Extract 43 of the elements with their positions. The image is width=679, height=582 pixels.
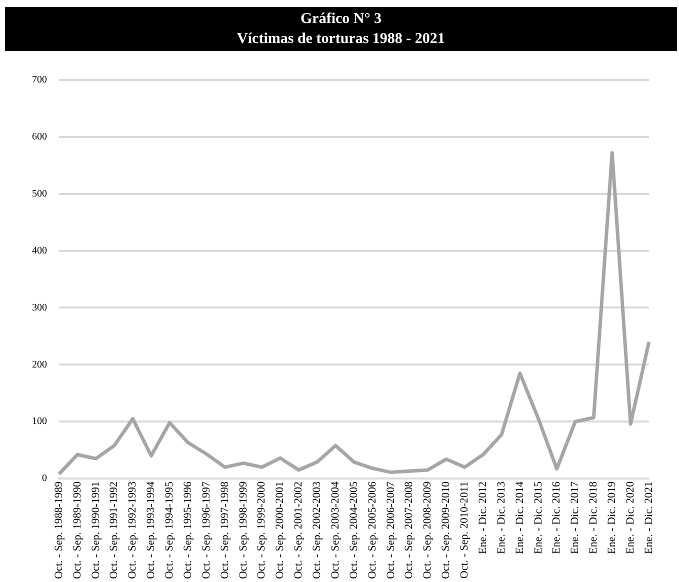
y-tick-label: 600 xyxy=(32,132,47,143)
x-tick-label: Oct. - Sep. 1989-1990 xyxy=(71,481,84,580)
x-tick-label: Ene. - Dic. 2017 xyxy=(569,481,582,554)
x-tick-label: Oct. - Sep. 2002-2003 xyxy=(311,481,324,580)
x-tick-label: Oct. - Sep. 2008-2009 xyxy=(422,481,434,580)
y-tick-label: 100 xyxy=(32,416,47,428)
x-tick-label: Oct. - Sep. 1990-1991 xyxy=(90,482,102,580)
y-tick-label: 500 xyxy=(32,188,47,200)
x-tick-label: Oct. - Sep. 1999-2000 xyxy=(256,481,268,580)
x-tick-label: Ene. - Dic. 2018 xyxy=(588,481,600,554)
x-tick-label: Ene. - Dic. 2015 xyxy=(532,481,544,554)
x-tick-label: Oct. - Sep. 1995-1996 xyxy=(182,481,194,580)
x-tick-label: Oct. - Sep. 1998-1999 xyxy=(237,481,250,580)
x-tick-label: Oct. - Sep. 2006-2007 xyxy=(384,481,397,580)
x-tick-label: Ene. - Dic. 2016 xyxy=(550,481,563,554)
x-tick-label: Oct. - Sep. 1992-1993 xyxy=(126,481,139,580)
y-tick-label: 400 xyxy=(32,245,47,256)
x-tick-label: Oct. - Sep. 2000-2001 xyxy=(274,482,286,580)
y-tick-label: 0 xyxy=(42,473,47,484)
x-tick-label: Oct. - Sep. 2004-2005 xyxy=(348,481,360,580)
x-tick-label: Oct. - Sep. 1996-1997 xyxy=(200,481,212,580)
x-tick-label: Ene. - Dic. 2021 xyxy=(642,482,655,554)
x-tick-label: Oct. - Sep. 2009-2010 xyxy=(440,481,452,580)
x-tick-label: Oct. - Sep. 2001-2002 xyxy=(292,482,305,580)
chart-title: Gráfico N° 3 xyxy=(300,10,382,29)
x-tick-label: Oct. - Sep. 2007-2008 xyxy=(403,481,416,580)
chart-subtitle: Víctimas de torturas 1988 - 2021 xyxy=(236,30,446,49)
x-tick-label: Oct. - Sep. 1988-1989 xyxy=(52,481,65,580)
x-tick-label: Ene. - Dic. 2020 xyxy=(624,481,636,554)
y-tick-label: 300 xyxy=(32,302,47,314)
x-tick-label: Oct. - Sep. 1994-1995 xyxy=(164,481,176,580)
x-tick-label: Oct. - Sep. 1993-1994 xyxy=(145,481,158,580)
x-tick-label: Ene. - Dic. 2019 xyxy=(606,481,618,554)
x-tick-label: Ene. - Dic. 2014 xyxy=(514,481,526,554)
y-tick-label: 700 xyxy=(32,74,47,86)
y-tick-label: 200 xyxy=(32,359,47,370)
x-tick-label: Oct. - Sep. 1997-1998 xyxy=(218,481,231,580)
x-tick-label: Oct. - Sep. 2003-2004 xyxy=(329,481,342,580)
x-tick-label: Ene. - Dic. 2013 xyxy=(495,481,508,554)
x-tick-label: Ene. - Dic. 2012 xyxy=(476,482,489,554)
x-tick-label: Oct. - Sep. 2010-2011 xyxy=(458,482,471,579)
x-tick-label: Oct. - Sep. 1991-1992 xyxy=(108,482,120,580)
x-tick-label: Oct. - Sep. 2005-2006 xyxy=(366,481,378,580)
